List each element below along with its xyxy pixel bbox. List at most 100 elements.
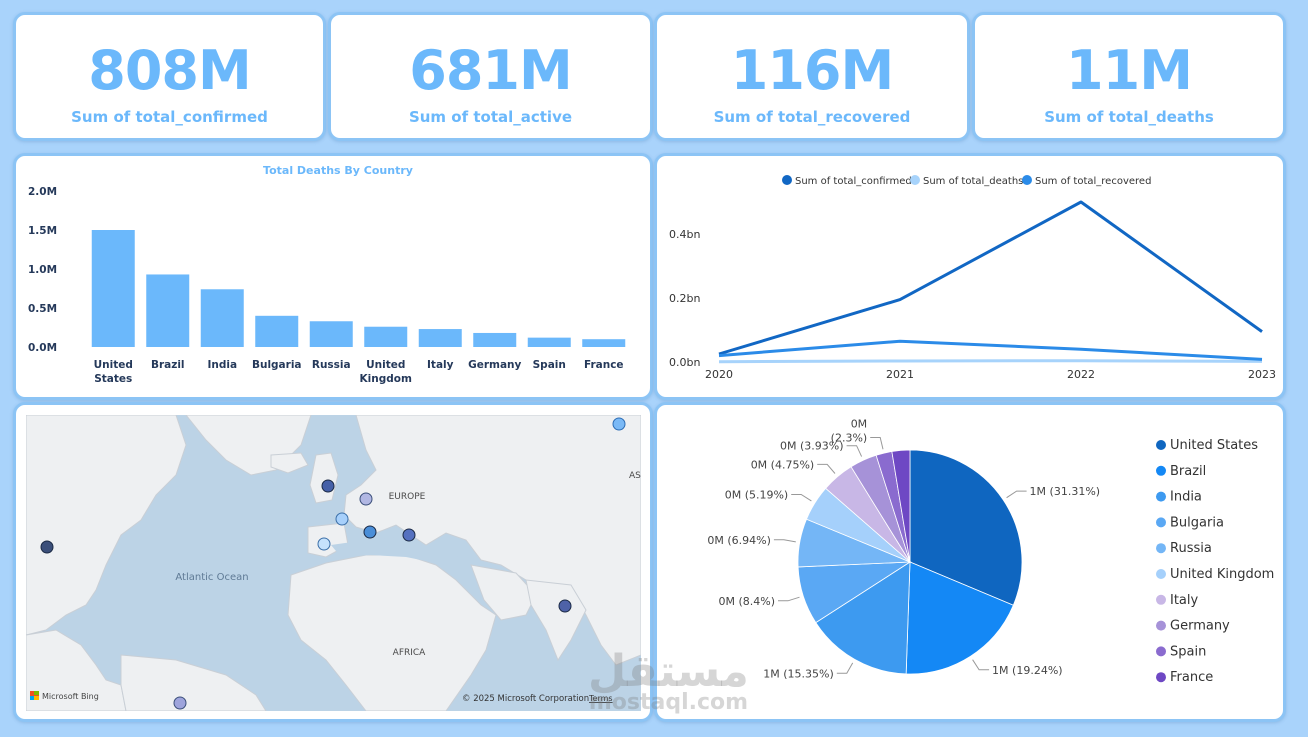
legend-item[interactable]: United States bbox=[1156, 438, 1258, 453]
bar-chart[interactable]: Total Deaths By Country 0.0M 0.5M 1.0M 1.5M… bbox=[16, 156, 650, 397]
series-line[interactable] bbox=[718, 200, 1263, 356]
kpi-card-active[interactable]: 681M Sum of total_active bbox=[328, 12, 653, 141]
x-tick-label: Brazil bbox=[151, 359, 185, 371]
pie-data-label: 0M (5.19%) bbox=[725, 489, 789, 502]
line-chart-card[interactable]: Sum of total_confirmed Sum of total_death… bbox=[654, 153, 1286, 400]
pie-data-label: 0M (8.4%) bbox=[719, 595, 776, 608]
y-tick-label: 0.2bn bbox=[669, 292, 700, 305]
bar[interactable] bbox=[309, 321, 353, 347]
y-tick-label: 0.4bn bbox=[669, 228, 700, 241]
bing-attribution: Microsoft Bing bbox=[42, 692, 99, 701]
x-tick-label: 2022 bbox=[1067, 368, 1095, 381]
pie-slice[interactable] bbox=[891, 449, 911, 563]
bar-chart-card[interactable]: Total Deaths By Country 0.0M 0.5M 1.0M 1.5M… bbox=[13, 153, 653, 400]
legend-dot-icon bbox=[1022, 175, 1032, 185]
pie-chart[interactable]: 1M (31.31%) 1M (19.24%) 1M (15.35%) 0M (8.4… bbox=[657, 405, 1283, 719]
legend-label: Sum of total_deaths bbox=[923, 176, 1023, 187]
legend-dot-icon bbox=[1156, 569, 1166, 579]
map-bubble-france[interactable] bbox=[335, 512, 349, 526]
legend-item[interactable]: Germany bbox=[1156, 619, 1230, 634]
pie-data-label: 1M (15.35%) bbox=[763, 667, 834, 680]
legend-label: Italy bbox=[1170, 593, 1199, 608]
map-bubble-russia[interactable] bbox=[612, 417, 626, 431]
legend-item[interactable]: United Kingdom bbox=[1156, 567, 1274, 582]
pie-slice[interactable] bbox=[909, 449, 1023, 606]
legend-label: Russia bbox=[1170, 541, 1212, 556]
pie-data-label: (2.3%) bbox=[831, 432, 868, 445]
legend-label: France bbox=[1170, 670, 1213, 685]
bar[interactable] bbox=[527, 337, 571, 347]
line-chart[interactable]: Sum of total_confirmed Sum of total_death… bbox=[657, 156, 1283, 397]
x-tick-label: Germany bbox=[468, 359, 521, 371]
kpi-card-deaths[interactable]: 11M Sum of total_deaths bbox=[972, 12, 1286, 141]
legend-item[interactable]: India bbox=[1156, 490, 1202, 505]
pie-chart-card[interactable]: 1M (31.31%) 1M (19.24%) 1M (15.35%) 0M (8.4… bbox=[654, 402, 1286, 722]
bar[interactable] bbox=[200, 289, 244, 347]
map[interactable]: Atlantic Ocean EUROPE AFRICA AS Microsof… bbox=[26, 415, 641, 711]
map-bubble-india[interactable] bbox=[558, 599, 572, 613]
pie-data-label: 1M (31.31%) bbox=[1030, 485, 1101, 498]
land-iceland bbox=[270, 452, 309, 474]
legend-dot-icon bbox=[1156, 646, 1166, 657]
legend-item[interactable]: Sum of total_confirmed bbox=[782, 175, 912, 187]
kpi-value: 808M bbox=[88, 39, 251, 102]
series-line[interactable] bbox=[718, 339, 1263, 361]
legend-item[interactable]: Sum of total_deaths bbox=[910, 175, 1023, 187]
y-tick-label: 1.5M bbox=[28, 225, 57, 237]
bar[interactable] bbox=[582, 339, 626, 347]
map-bubble-uk[interactable] bbox=[321, 479, 335, 493]
pie-leader-line bbox=[972, 659, 990, 671]
x-tick-label: Bulgaria bbox=[252, 359, 302, 371]
map-bubble-italy[interactable] bbox=[363, 525, 377, 539]
legend-label: Brazil bbox=[1170, 464, 1206, 479]
legend-dot-icon bbox=[1156, 440, 1166, 450]
legend-item[interactable]: Russia bbox=[1156, 541, 1212, 556]
legend-item[interactable]: Spain bbox=[1156, 644, 1206, 659]
kpi-card-recovered[interactable]: 116M Sum of total_recovered bbox=[654, 12, 970, 141]
bar[interactable] bbox=[418, 329, 462, 347]
legend-item[interactable]: Italy bbox=[1156, 593, 1199, 608]
map-bubble-germany[interactable] bbox=[359, 492, 373, 506]
map-bubble-brazil[interactable] bbox=[173, 696, 187, 710]
pie-leader-line bbox=[773, 539, 796, 543]
x-tick-label: 2020 bbox=[705, 368, 733, 381]
kpi-card-confirmed[interactable]: 808M Sum of total_confirmed bbox=[13, 12, 326, 141]
legend-label: Bulgaria bbox=[1170, 515, 1224, 530]
x-tick-label: Kingdom bbox=[360, 373, 412, 385]
bar[interactable] bbox=[364, 326, 408, 347]
legend-item[interactable]: Brazil bbox=[1156, 464, 1206, 479]
microsoft-logo-icon-part bbox=[30, 696, 34, 700]
pie-leader-line bbox=[836, 662, 854, 674]
chart-title: Total Deaths By Country bbox=[263, 164, 413, 177]
pie-slice[interactable] bbox=[815, 561, 911, 675]
land-south-america bbox=[120, 654, 267, 711]
microsoft-logo-icon-part bbox=[34, 691, 39, 695]
kpi-label: Sum of total_confirmed bbox=[71, 108, 268, 126]
map-card[interactable]: Atlantic Ocean EUROPE AFRICA AS Microsof… bbox=[13, 402, 653, 722]
legend-dot-icon bbox=[1156, 517, 1166, 528]
land-arabia bbox=[470, 564, 537, 621]
series-line[interactable] bbox=[718, 359, 1263, 364]
sea-mediterranean bbox=[331, 537, 461, 563]
legend-item[interactable]: Bulgaria bbox=[1156, 515, 1224, 530]
x-tick-label: France bbox=[584, 359, 624, 371]
map-terms-link[interactable]: Terms bbox=[588, 694, 613, 703]
legend-item[interactable]: France bbox=[1156, 670, 1213, 685]
map-bubble-bulgaria[interactable] bbox=[402, 528, 416, 542]
pie-leader-line bbox=[778, 596, 800, 602]
bar[interactable] bbox=[146, 274, 190, 347]
y-tick-label: 2.0M bbox=[28, 186, 57, 198]
legend-item[interactable]: Sum of total_recovered bbox=[1022, 175, 1151, 187]
legend-dot-icon bbox=[1156, 465, 1166, 476]
legend-label: United Kingdom bbox=[1170, 567, 1274, 582]
bar[interactable] bbox=[91, 230, 135, 347]
map-bubble-us[interactable] bbox=[40, 540, 54, 554]
legend-label: Spain bbox=[1170, 644, 1206, 659]
bar[interactable] bbox=[255, 315, 299, 347]
map-bubble-spain[interactable] bbox=[317, 537, 331, 551]
x-tick-label: 2023 bbox=[1248, 368, 1276, 381]
bar[interactable] bbox=[473, 332, 517, 347]
pie-slice[interactable] bbox=[905, 561, 1014, 675]
legend-dot-icon bbox=[1156, 594, 1166, 605]
legend-label: Sum of total_recovered bbox=[1035, 176, 1151, 187]
